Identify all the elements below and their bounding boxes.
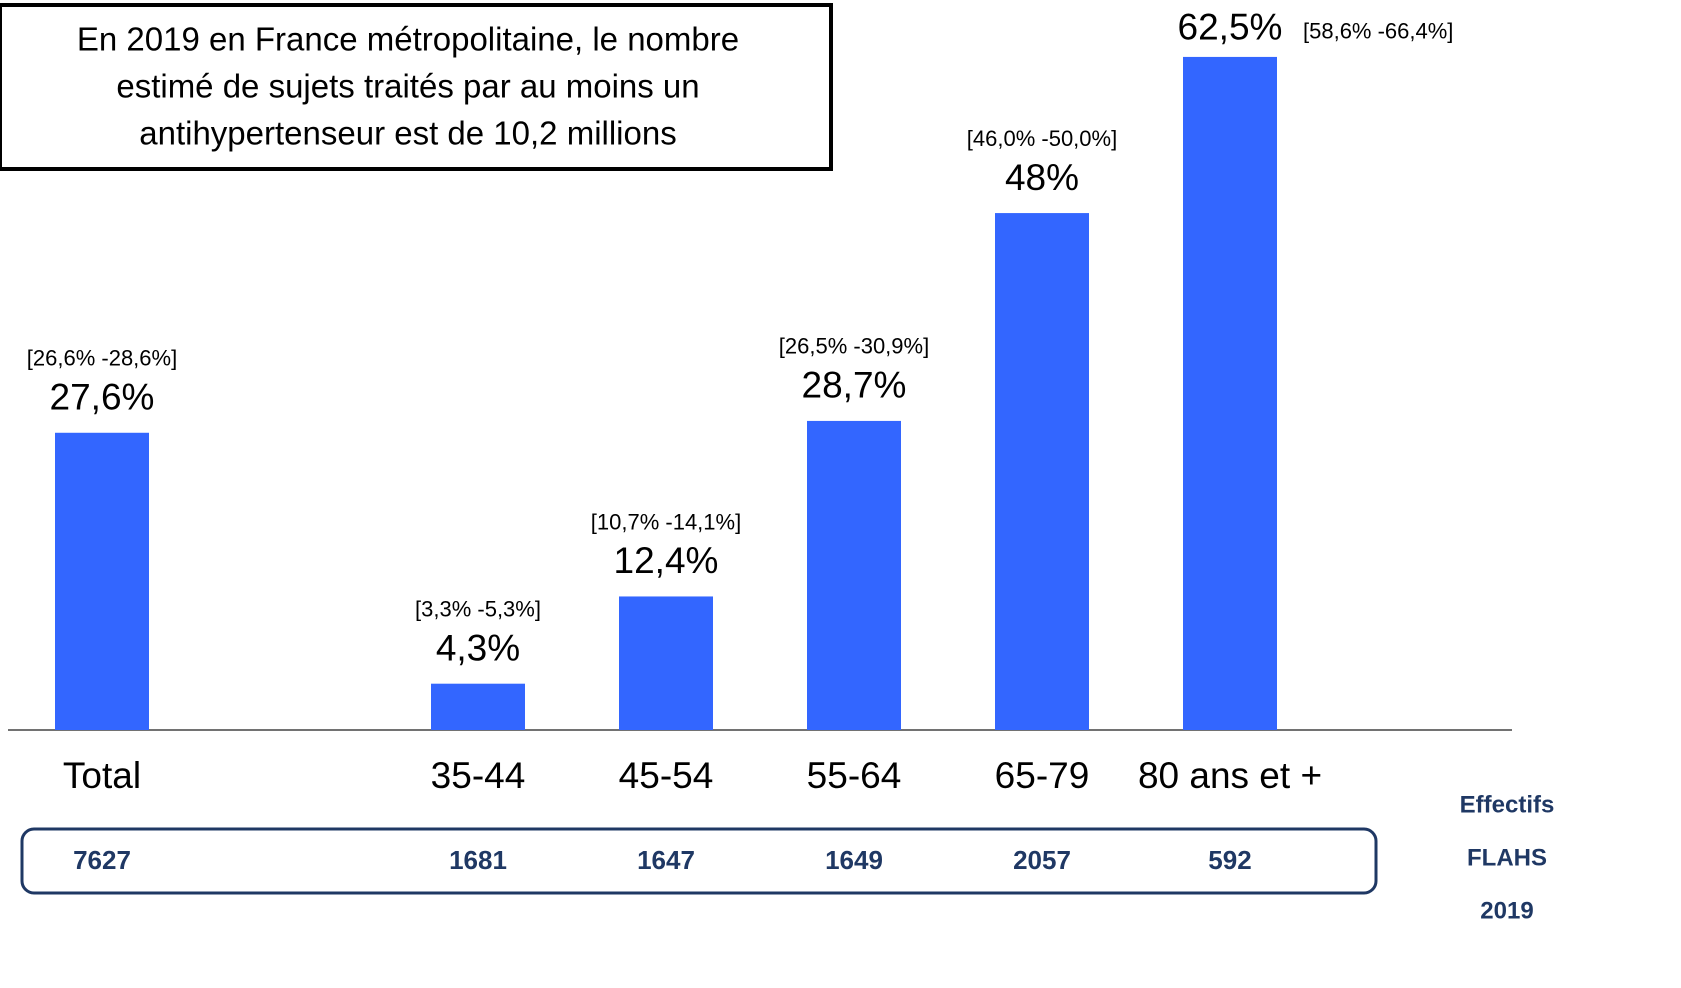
sample-size: 1647 bbox=[637, 845, 695, 875]
sample-size: 1681 bbox=[449, 845, 507, 875]
sample-label: FLAHS bbox=[1467, 844, 1547, 871]
sample-label: 2019 bbox=[1480, 897, 1533, 924]
sample-size: 1649 bbox=[825, 845, 883, 875]
interval-label: [3,3% -5,3%] bbox=[415, 597, 541, 622]
interval-label: [58,6% -66,4%] bbox=[1303, 19, 1453, 44]
sample-box bbox=[20, 827, 1378, 895]
x-tick-label: 45-54 bbox=[619, 755, 714, 796]
sample-size: 592 bbox=[1208, 845, 1251, 875]
value-label: 27,6% bbox=[50, 377, 155, 418]
bar bbox=[431, 683, 525, 730]
value-label: 4,3% bbox=[436, 627, 520, 668]
value-label: 12,4% bbox=[614, 540, 719, 581]
bar bbox=[995, 213, 1089, 731]
x-tick-label: 55-64 bbox=[807, 755, 902, 796]
value-label: 48% bbox=[1005, 157, 1079, 198]
interval-label: [10,7% -14,1%] bbox=[591, 509, 741, 534]
sample-size: 7627 bbox=[73, 845, 131, 875]
bar bbox=[807, 420, 901, 730]
annotation-box bbox=[0, 3, 833, 171]
interval-label: [46,0% -50,0%] bbox=[967, 126, 1117, 151]
bar bbox=[619, 596, 713, 730]
x-tick-label: Total bbox=[63, 755, 141, 796]
sample-size: 2057 bbox=[1013, 845, 1071, 875]
bar bbox=[55, 432, 149, 730]
annotation-text: En 2019 en France métropolitaine, le nom… bbox=[77, 21, 739, 58]
x-tick-label: 35-44 bbox=[431, 755, 526, 796]
annotation-text: antihypertenseur est de 10,2 millions bbox=[139, 115, 676, 152]
interval-label: [26,6% -28,6%] bbox=[27, 346, 177, 371]
value-label: 62,5% bbox=[1178, 7, 1283, 48]
annotation-text: estimé de sujets traités par au moins un bbox=[116, 68, 699, 105]
x-tick-label: 80 ans et + bbox=[1138, 755, 1322, 796]
x-tick-label: 65-79 bbox=[995, 755, 1090, 796]
bar bbox=[1183, 56, 1277, 730]
interval-label: [26,5% -30,9%] bbox=[779, 334, 929, 359]
value-label: 28,7% bbox=[802, 365, 907, 406]
sample-label: Effectifs bbox=[1460, 791, 1555, 818]
